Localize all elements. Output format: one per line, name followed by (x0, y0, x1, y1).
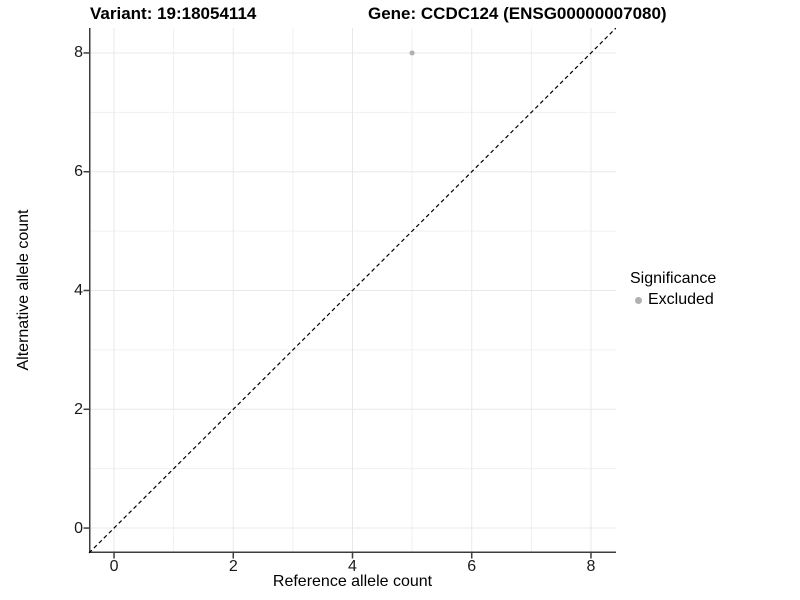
y-axis-title: Alternative allele count (15, 209, 32, 371)
x-axis-title: Reference allele count (272, 573, 433, 590)
identity-line (88, 28, 616, 554)
y-tick-label: 0 (74, 519, 83, 537)
variant-title: Variant: 19:18054114 (90, 4, 257, 23)
x-tick-label: 6 (467, 558, 477, 575)
y-tick-label: 2 (74, 400, 83, 418)
data-point (409, 50, 415, 56)
y-tick-label: 6 (74, 163, 83, 181)
y-tick-label: 8 (74, 44, 83, 62)
legend-item-label: Excluded (648, 291, 714, 308)
plot-panel (83, 28, 616, 559)
x-tick-label: 0 (109, 558, 119, 575)
y-tick-label: 4 (74, 282, 83, 299)
x-tick-label: 8 (586, 558, 596, 575)
gene-title: Gene: CCDC124 (ENSG00000007080) (368, 4, 667, 23)
x-tick-label: 2 (228, 558, 238, 575)
legend: Significance Excluded (630, 270, 716, 309)
legend-title: Significance (630, 270, 717, 287)
legend-item-excluded: Excluded (630, 291, 716, 309)
legend-key-dot-icon (635, 296, 642, 304)
x-tick-label: 4 (348, 558, 357, 575)
